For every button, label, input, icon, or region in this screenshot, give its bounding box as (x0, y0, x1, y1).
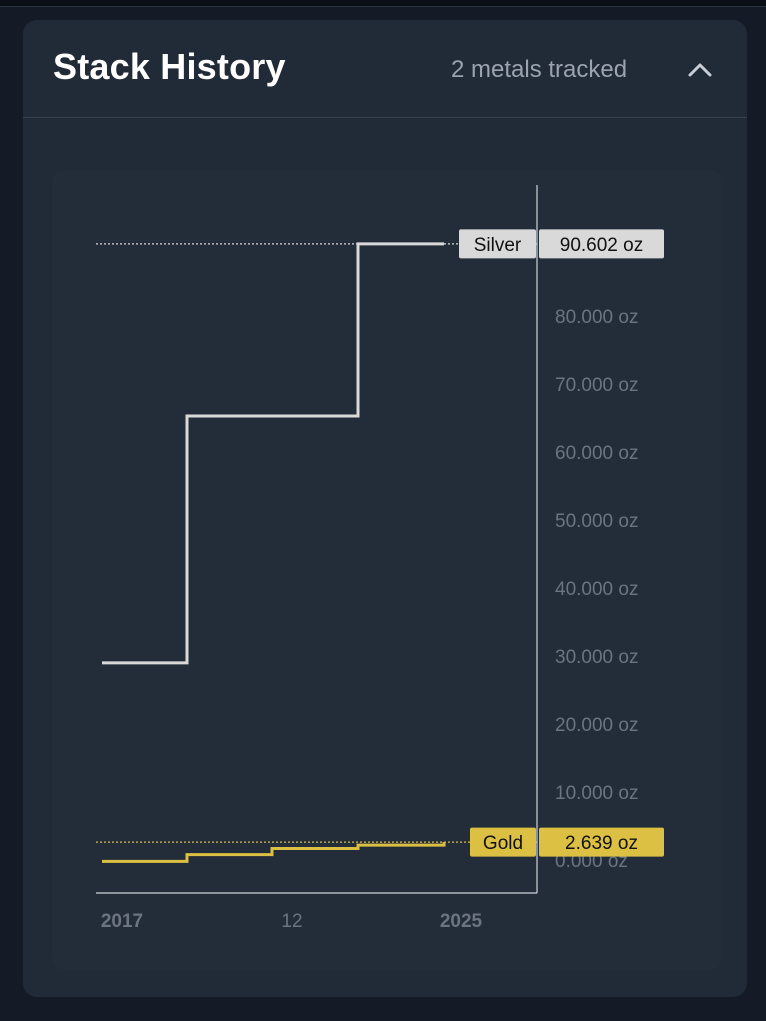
y-tick-label: 60.000 oz (555, 443, 638, 464)
series-value-label: 2.639 oz (565, 833, 638, 854)
top-border (0, 0, 766, 7)
card-title: Stack History (53, 46, 286, 87)
y-tick-label: 50.000 oz (555, 511, 638, 532)
silver-series-line (102, 242, 444, 665)
gold-series-line (102, 842, 446, 863)
series-value-label: 90.602 oz (560, 235, 643, 256)
metals-tracked-count: 2 metals tracked (451, 56, 628, 83)
series-name-label: Gold (483, 833, 523, 854)
y-tick-label: 20.000 oz (555, 715, 638, 736)
series-value-box (539, 229, 664, 259)
x-tick-label: 2025 (440, 911, 483, 932)
y-tick-label: 10.000 oz (555, 783, 638, 804)
y-tick-label: 40.000 oz (555, 579, 638, 600)
card-header[interactable]: Stack History 2 metals tracked (23, 20, 747, 118)
series-name-label: Silver (474, 235, 522, 256)
series-name-box (459, 229, 536, 259)
series-name-box (470, 827, 536, 857)
chart-panel: 0.000 oz 10.000 oz 20.000 oz 30.000 oz 40.00… (52, 170, 722, 970)
y-tick-label: 80.000 oz (555, 307, 638, 328)
x-tick-label: 2017 (101, 911, 143, 932)
chevron-up-icon (688, 63, 712, 77)
y-tick-label: 30.000 oz (555, 647, 638, 668)
x-tick-label: 12 (281, 911, 302, 932)
gold-value-label: Gold 2.639 oz (470, 827, 664, 857)
collapse-button[interactable] (681, 52, 719, 88)
stack-history-card: Stack History 2 metals tracked 0.000 oz 1… (23, 20, 747, 997)
silver-value-label: Silver 90.602 oz (459, 229, 664, 259)
y-tick-label: 70.000 oz (555, 375, 638, 396)
series-value-box (539, 827, 664, 857)
